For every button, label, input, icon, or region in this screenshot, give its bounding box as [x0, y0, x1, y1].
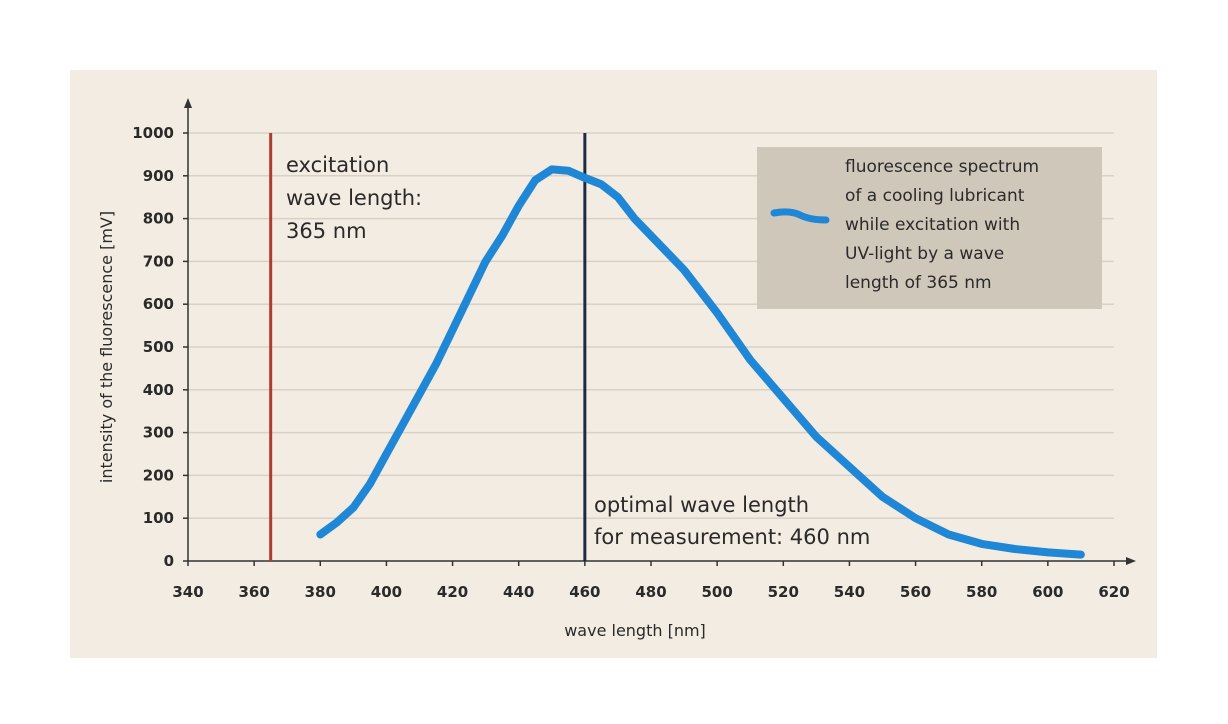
data-point	[399, 421, 406, 428]
data-point	[648, 232, 654, 239]
data-point	[912, 515, 919, 522]
data-point	[565, 167, 572, 174]
legend-swatch	[770, 208, 830, 224]
data-point	[1044, 549, 1051, 556]
excitation-annotation: 365 nm	[286, 219, 367, 243]
x-tick-label: 580	[966, 583, 997, 601]
data-point	[681, 266, 688, 273]
x-tick-label: 460	[569, 583, 600, 601]
x-tick-label: 440	[503, 583, 534, 601]
x-tick-label: 520	[768, 583, 799, 601]
excitation-annotation: wave length:	[286, 186, 422, 210]
series-line	[316, 165, 1085, 559]
data-point	[548, 166, 555, 173]
data-point	[433, 361, 440, 368]
legend-box	[757, 147, 1102, 309]
x-axis-arrow-icon	[1126, 557, 1136, 565]
data-point	[813, 433, 820, 440]
data-point	[532, 177, 539, 184]
data-point	[466, 292, 473, 299]
excitation-annotation: excitation	[286, 153, 389, 177]
x-tick-label: 360	[238, 583, 269, 601]
x-tick-label: 400	[371, 583, 402, 601]
data-point	[747, 356, 754, 363]
data-point	[1011, 546, 1018, 553]
y-tick-label: 700	[143, 252, 174, 270]
x-tick-label: 620	[1098, 583, 1129, 601]
x-tick-label: 560	[900, 583, 931, 601]
data-point	[978, 540, 985, 547]
data-point	[350, 504, 357, 511]
y-tick-label: 300	[143, 424, 174, 442]
y-tick-label: 100	[143, 509, 174, 527]
legend-text: fluorescence spectrum	[845, 157, 1039, 177]
data-point	[416, 391, 423, 398]
data-point	[614, 194, 621, 201]
data-point	[383, 451, 390, 457]
y-tick-label: 200	[143, 466, 174, 484]
x-axis-label: wave length [nm]	[564, 621, 706, 640]
data-point	[449, 326, 456, 333]
data-point	[482, 258, 489, 265]
data-point	[780, 395, 787, 402]
data-point	[499, 232, 506, 239]
legend-text: while excitation with	[845, 215, 1020, 235]
x-tick-label: 500	[701, 583, 732, 601]
y-axis-arrow-icon	[184, 98, 192, 108]
x-tick-label: 420	[437, 583, 468, 601]
x-tick-label: 340	[172, 583, 203, 601]
data-point	[515, 202, 522, 209]
y-tick-label: 1000	[132, 124, 174, 142]
legend-text: length of 365 nm	[845, 273, 992, 293]
y-tick-label: 600	[143, 295, 174, 313]
x-tick-label: 480	[635, 583, 666, 601]
y-tick-label: 900	[143, 167, 174, 185]
data-point	[581, 174, 588, 181]
data-point	[333, 519, 340, 526]
data-point	[714, 309, 721, 316]
data-point	[317, 531, 324, 538]
data-point	[598, 181, 605, 188]
data-point	[366, 480, 373, 487]
x-tick-label: 380	[305, 583, 336, 601]
x-tick-label: 540	[834, 583, 865, 601]
y-tick-label: 800	[143, 210, 174, 228]
data-point	[631, 215, 638, 222]
y-tick-label: 400	[143, 381, 174, 399]
legend-text: UV-light by a wave	[845, 244, 1004, 264]
y-tick-label: 500	[143, 338, 174, 356]
data-point	[879, 493, 886, 500]
data-point	[846, 463, 853, 470]
legend-text: of a cooling lubricant	[845, 186, 1025, 206]
data-point	[1077, 551, 1084, 558]
optimal-annotation: for measurement: 460 nm	[594, 525, 870, 549]
y-axis-label: intensity of the fluorescence [mV]	[97, 211, 116, 483]
data-point	[945, 531, 952, 538]
x-tick-label: 600	[1032, 583, 1063, 601]
y-tick-label: 0	[164, 552, 174, 570]
optimal-annotation: optimal wave length	[594, 493, 809, 517]
